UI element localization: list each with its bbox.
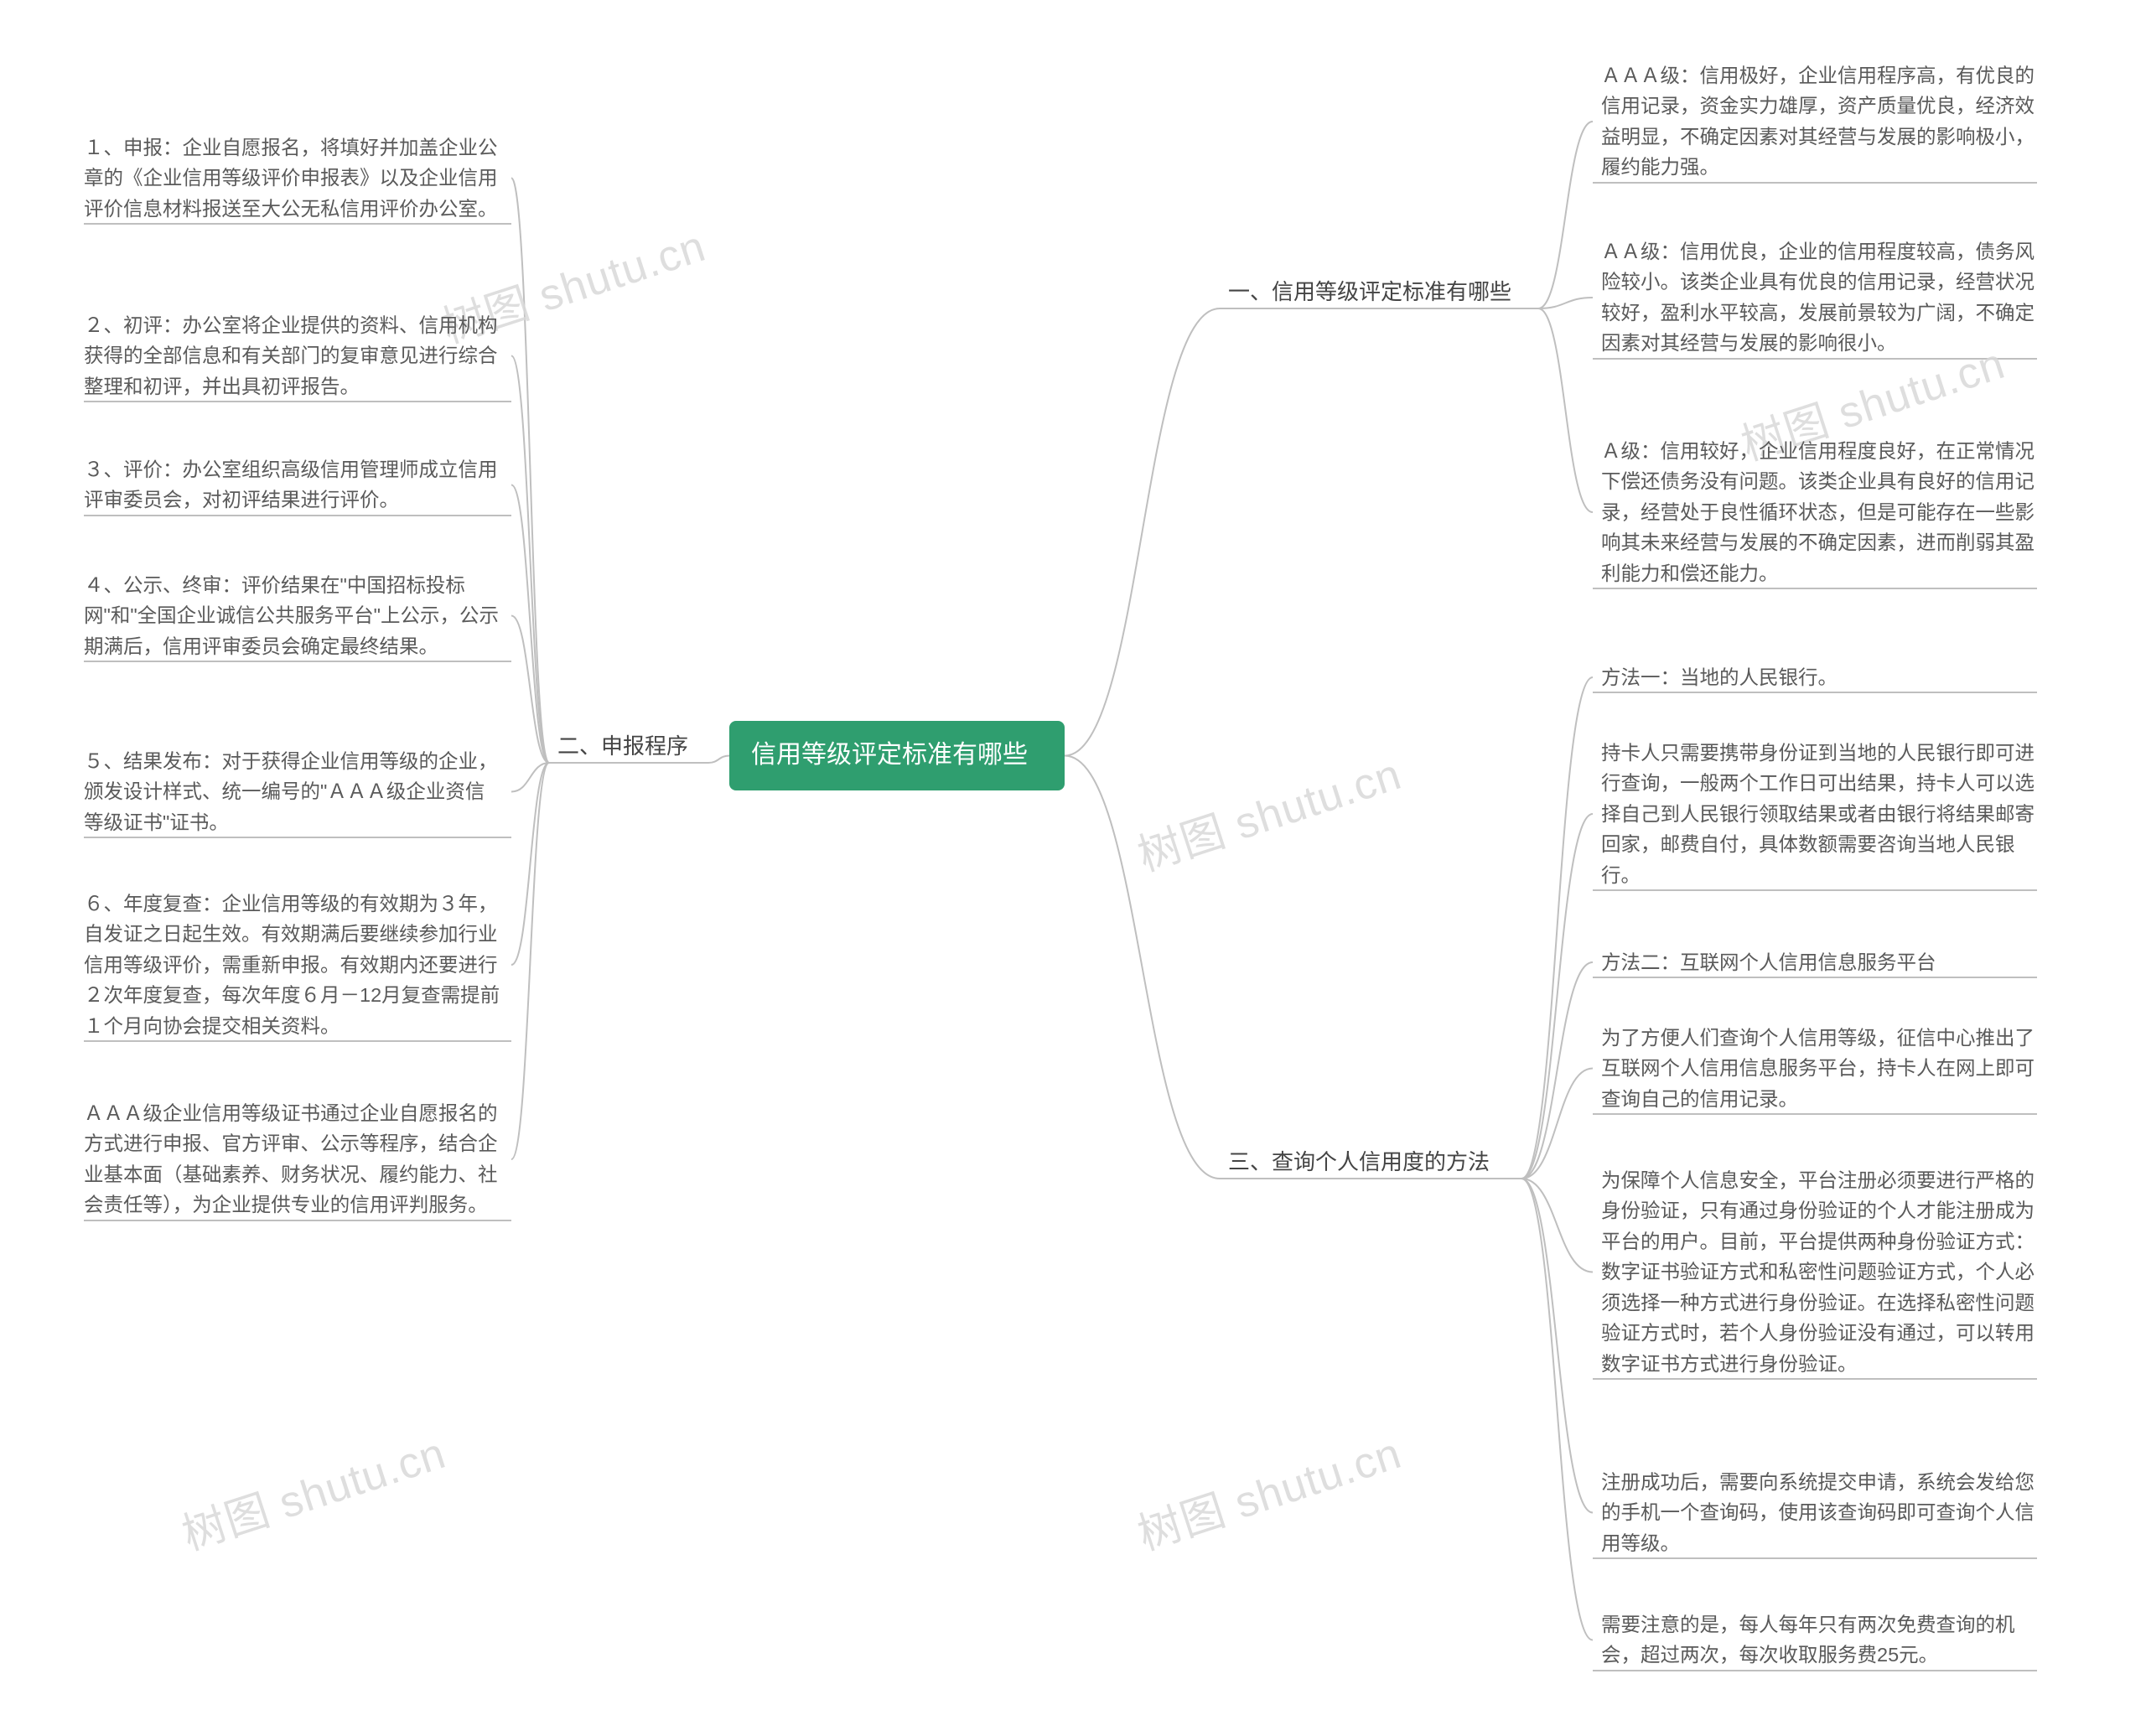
leaf-node[interactable]: ＡＡＡ级：信用极好，企业信用程序高，有优良的信用记录，资金实力雄厚，资产质量优良… (1601, 60, 2037, 183)
watermark: 树图 shutu.cn (173, 1417, 452, 1562)
leaf-node[interactable]: ６、年度复查：企业信用等级的有效期为３年，自发证之日起生效。有效期满后要继续参加… (84, 889, 503, 1041)
leaf-node[interactable]: 持卡人只需要携带身份证到当地的人民银行即可进行查询，一般两个工作日可出结果，持卡… (1601, 738, 2037, 890)
leaf-node[interactable]: １、申报：企业自愿报名，将填好并加盖企业公章的《企业信用等级评价申报表》以及企业… (84, 132, 503, 224)
watermark: 树图 shutu.cn (1128, 1417, 1407, 1562)
leaf-node[interactable]: 为保障个人信息安全，平台注册必须要进行严格的身份验证，只有通过身份验证的个人才能… (1601, 1165, 2037, 1379)
leaf-node[interactable]: 为了方便人们查询个人信用等级，征信中心推出了互联网个人信用信息服务平台，持卡人在… (1601, 1023, 2037, 1114)
leaf-node[interactable]: ５、结果发布：对于获得企业信用等级的企业，颁发设计样式、统一编号的"ＡＡＡ级企业… (84, 746, 503, 837)
leaf-node[interactable]: 方法一：当地的人民银行。 (1601, 662, 2037, 692)
leaf-node[interactable]: ＡＡ级：信用优良，企业的信用程度较高，债务风险较小。该类企业具有优良的信用记录，… (1601, 236, 2037, 359)
leaf-node[interactable]: ３、评价：办公室组织高级信用管理师成立信用评审委员会，对初评结果进行评价。 (84, 454, 503, 516)
branch-node-1[interactable]: 一、信用等级评定标准有哪些 (1228, 275, 1530, 308)
leaf-node[interactable]: ４、公示、终审：评价结果在"中国招标投标网"和"全国企业诚信公共服务平台"上公示… (84, 570, 503, 661)
leaf-node[interactable]: ＡＡＡ级企业信用等级证书通过企业自愿报名的方式进行申报、官方评审、公示等程序，结… (84, 1098, 503, 1220)
leaf-node[interactable]: 方法二：互联网个人信用信息服务平台 (1601, 947, 2037, 977)
leaf-node[interactable]: 注册成功后，需要向系统提交申请，系统会发给您的手机一个查询码，使用该查询码即可查… (1601, 1467, 2037, 1558)
branch-node-2[interactable]: 二、申报程序 (557, 729, 700, 763)
branch-node-3[interactable]: 三、查询个人信用度的方法 (1228, 1145, 1513, 1179)
watermark: 树图 shutu.cn (1128, 738, 1407, 883)
leaf-node[interactable]: ２、初评：办公室将企业提供的资料、信用机构获得的全部信息和有关部门的复审意见进行… (84, 310, 503, 402)
mindmap-canvas: 树图 shutu.cn 树图 shutu.cn 树图 shutu.cn 树图 s… (0, 0, 2146, 1736)
leaf-node[interactable]: 需要注意的是，每人每年只有两次免费查询的机会，超过两次，每次收取服务费25元。 (1601, 1609, 2037, 1671)
leaf-node[interactable]: Ａ级：信用较好，企业信用程度良好，在正常情况下偿还债务没有问题。该类企业具有良好… (1601, 436, 2037, 588)
root-node[interactable]: 信用等级评定标准有哪些 (729, 721, 1065, 790)
